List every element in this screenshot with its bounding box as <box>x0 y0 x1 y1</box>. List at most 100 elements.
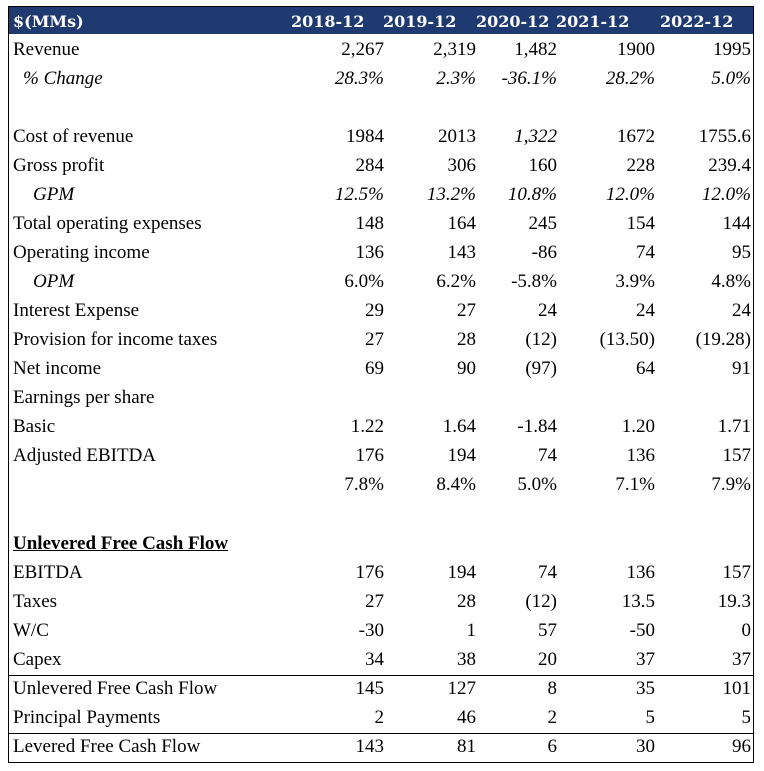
cell: 74 <box>538 562 557 583</box>
cell: 1.71 <box>717 416 751 437</box>
cell: 1900 <box>617 39 655 60</box>
column-header-2022: 2022-12 <box>660 12 734 31</box>
cell: 154 <box>626 213 656 234</box>
cell: 1 <box>466 620 477 641</box>
cell: 1.64 <box>442 416 476 437</box>
table-row: Provision for income taxes 27 28 (12) (1… <box>9 326 753 355</box>
row-label: GPM <box>33 184 75 205</box>
cell: 1984 <box>346 126 384 147</box>
cell: 245 <box>528 213 558 234</box>
table-row: Gross profit 284 306 160 228 239.4 <box>9 152 753 181</box>
row-label: Interest Expense <box>13 300 140 321</box>
cell: 27 <box>365 591 384 612</box>
cell: 6.2% <box>436 271 476 292</box>
cell: 2 <box>547 707 558 728</box>
row-label: OPM <box>33 271 75 292</box>
cell: 1672 <box>617 126 655 147</box>
row-label: Capex <box>13 649 62 670</box>
cell: 28 <box>457 329 476 350</box>
cell: 145 <box>355 678 385 699</box>
cell: (97) <box>525 358 557 379</box>
cell: 2,267 <box>341 39 384 60</box>
table-row: Interest Expense 29 27 24 24 24 <box>9 297 753 326</box>
cell: 176 <box>355 445 385 466</box>
cell: 4.8% <box>711 271 751 292</box>
cell: 143 <box>355 736 385 757</box>
table-row: Basic 1.22 1.64 -1.84 1.20 1.71 <box>9 413 753 442</box>
row-label: % Change <box>23 68 103 89</box>
cell: 24 <box>732 300 751 321</box>
cell: (12) <box>525 591 557 612</box>
cell: 194 <box>447 562 477 583</box>
cell: 1,322 <box>514 126 557 147</box>
cell: 148 <box>355 213 385 234</box>
cell: 5 <box>741 707 752 728</box>
cell: 2013 <box>438 126 476 147</box>
cell: 0 <box>741 620 752 641</box>
cell: 144 <box>722 213 752 234</box>
cell: 1995 <box>713 39 751 60</box>
cell: -5.8% <box>511 271 557 292</box>
row-label: Levered Free Cash Flow <box>13 736 201 757</box>
table-row: Unlevered Free Cash Flow 145 127 8 35 10… <box>9 675 753 704</box>
cell: (13.50) <box>599 329 655 350</box>
cell: 12.5% <box>334 184 384 205</box>
cell: 7.1% <box>615 474 655 495</box>
row-label: Total operating expenses <box>13 213 202 234</box>
cell: -1.84 <box>517 416 557 437</box>
table-row: % Change 28.3% 2.3% -36.1% 28.2% 5.0% <box>9 65 753 94</box>
cell: 74 <box>538 445 557 466</box>
row-label: Revenue <box>13 39 80 60</box>
cell: -86 <box>531 242 557 263</box>
cell: 5.0% <box>517 474 557 495</box>
cell: 12.0% <box>701 184 751 205</box>
cell: 30 <box>636 736 655 757</box>
table-row: Earnings per share <box>9 384 753 413</box>
cell: 95 <box>732 242 751 263</box>
cell: 157 <box>722 562 752 583</box>
row-label: W/C <box>13 620 49 641</box>
cell: 12.0% <box>605 184 655 205</box>
cell: 28.2% <box>605 68 655 89</box>
table-row: Cost of revenue 1984 2013 1,322 1672 175… <box>9 123 753 152</box>
cell: 136 <box>626 562 656 583</box>
cell: 13.2% <box>426 184 476 205</box>
row-label: Unlevered Free Cash Flow <box>13 678 218 699</box>
cell: 6.0% <box>344 271 384 292</box>
table-row: Adjusted EBITDA 176 194 74 136 157 <box>9 442 753 471</box>
cell: 28.3% <box>334 68 384 89</box>
cell: 19.3 <box>717 591 751 612</box>
row-label: Cost of revenue <box>13 126 134 147</box>
cell: 37 <box>732 649 751 670</box>
cell: 160 <box>528 155 558 176</box>
cell: 34 <box>365 649 384 670</box>
header-row: $(MMs) 2018-12 2019-12 2020-12 2021-12 2… <box>9 7 753 34</box>
cell: 306 <box>447 155 477 176</box>
cell: 24 <box>538 300 557 321</box>
table-row: Revenue 2,267 2,319 1,482 1900 1995 <box>9 36 753 65</box>
cell: 7.8% <box>344 474 384 495</box>
cell: 5 <box>645 707 656 728</box>
divider <box>9 733 753 734</box>
table-row: Total operating expenses 148 164 245 154… <box>9 210 753 239</box>
column-header-2020: 2020-12 <box>476 12 550 31</box>
row-label: Adjusted EBITDA <box>13 445 157 466</box>
cell: 91 <box>732 358 751 379</box>
cell: 2.3% <box>436 68 476 89</box>
row-label: Principal Payments <box>13 707 161 728</box>
cell: 239.4 <box>708 155 751 176</box>
cell: 28 <box>457 591 476 612</box>
cell: 8.4% <box>436 474 476 495</box>
cell: 136 <box>355 242 385 263</box>
cell: 164 <box>447 213 477 234</box>
row-label: Taxes <box>13 591 58 612</box>
table-row: Levered Free Cash Flow 143 81 6 30 96 <box>9 733 753 762</box>
column-header-2021: 2021-12 <box>556 12 630 31</box>
cell: 10.8% <box>507 184 557 205</box>
row-label: Operating income <box>13 242 150 263</box>
cell: 194 <box>447 445 477 466</box>
row-label: Provision for income taxes <box>13 329 218 350</box>
cell: 24 <box>636 300 655 321</box>
table-row: Operating income 136 143 -86 74 95 <box>9 239 753 268</box>
cell: 2 <box>374 707 385 728</box>
